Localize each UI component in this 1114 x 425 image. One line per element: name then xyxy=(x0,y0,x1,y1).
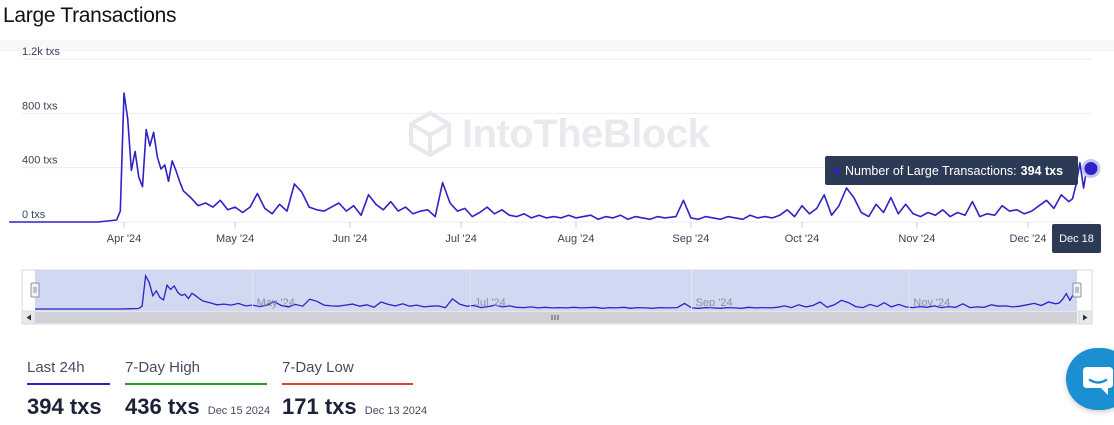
navigator-label: Nov '24 xyxy=(913,297,950,309)
y-tick-label: 0 txs xyxy=(22,209,46,221)
navigator-label: Sep '24 xyxy=(696,297,733,309)
stat-underline xyxy=(282,383,413,385)
tooltip-label: Number of Large Transactions: xyxy=(845,163,1017,178)
stat-label: 7-Day Low xyxy=(282,359,354,376)
x-tick-label: Apr '24 xyxy=(107,233,142,245)
series-dot-icon xyxy=(834,167,840,174)
x-tick-label: Dec '24 xyxy=(1010,233,1047,245)
x-tick-label: Sep '24 xyxy=(672,233,709,245)
navigator-selection xyxy=(35,270,1077,311)
stat-label: Last 24h xyxy=(27,359,85,376)
stat-7-day-low: 7-Day Low 171 txs Dec 13 2024 xyxy=(282,359,428,420)
stat-date: Dec 15 2024 xyxy=(207,405,271,417)
scrollbar-thumb[interactable] xyxy=(35,312,1077,323)
page-title: Large Transactions xyxy=(3,4,177,27)
header-band xyxy=(0,40,1114,52)
watermark: IntoTheBlock xyxy=(406,110,710,158)
x-tick-label: Oct '24 xyxy=(785,233,820,245)
stat-7-day-high: 7-Day High 436 txs Dec 15 2024 xyxy=(125,359,271,420)
x-tick-label: Jul '24 xyxy=(445,233,476,245)
chart-tooltip: Number of Large Transactions: 394 txs xyxy=(825,156,1078,185)
stat-value: 436 txs Dec 15 2024 xyxy=(125,394,271,419)
x-tick-label: May '24 xyxy=(216,233,254,245)
series-line xyxy=(9,92,1092,223)
cube-logo-icon xyxy=(409,110,451,158)
stat-date: Dec 13 2024 xyxy=(364,405,428,417)
stat-underline xyxy=(125,383,267,385)
stat-last-24h: Last 24h 394 txs xyxy=(27,359,110,420)
x-tick-label: Jun '24 xyxy=(332,233,367,245)
navigator-right-handle[interactable] xyxy=(1072,282,1082,298)
arrow-left-icon xyxy=(26,314,31,321)
navigator-label: Jul '24 xyxy=(474,297,505,309)
y-tick-label: 1.2k txs xyxy=(22,46,60,58)
y-tick-label: 400 txs xyxy=(22,155,58,167)
x-tick-label: Nov '24 xyxy=(898,233,935,245)
chat-button[interactable] xyxy=(1066,348,1114,410)
highlight-point xyxy=(1081,158,1101,178)
arrow-right-icon xyxy=(1083,314,1088,321)
chat-bubble-icon xyxy=(1083,367,1113,395)
x-tick-label: Aug '24 xyxy=(558,233,595,245)
y-tick-label: 800 txs xyxy=(22,100,58,112)
stat-value: 394 txs xyxy=(27,394,102,419)
stat-underline xyxy=(27,383,110,385)
navigator-label: May '24 xyxy=(257,297,295,309)
watermark-text: IntoTheBlock xyxy=(462,111,710,156)
chart-card xyxy=(0,50,1114,425)
crosshair-date-label: Dec 18 xyxy=(1052,224,1101,253)
navigator-series-line xyxy=(35,273,1078,310)
stat-value: 171 txs Dec 13 2024 xyxy=(282,394,428,419)
stat-label: 7-Day High xyxy=(125,359,201,376)
tooltip-value: 394 txs xyxy=(1020,163,1064,178)
navigator-left-handle[interactable] xyxy=(30,282,40,298)
